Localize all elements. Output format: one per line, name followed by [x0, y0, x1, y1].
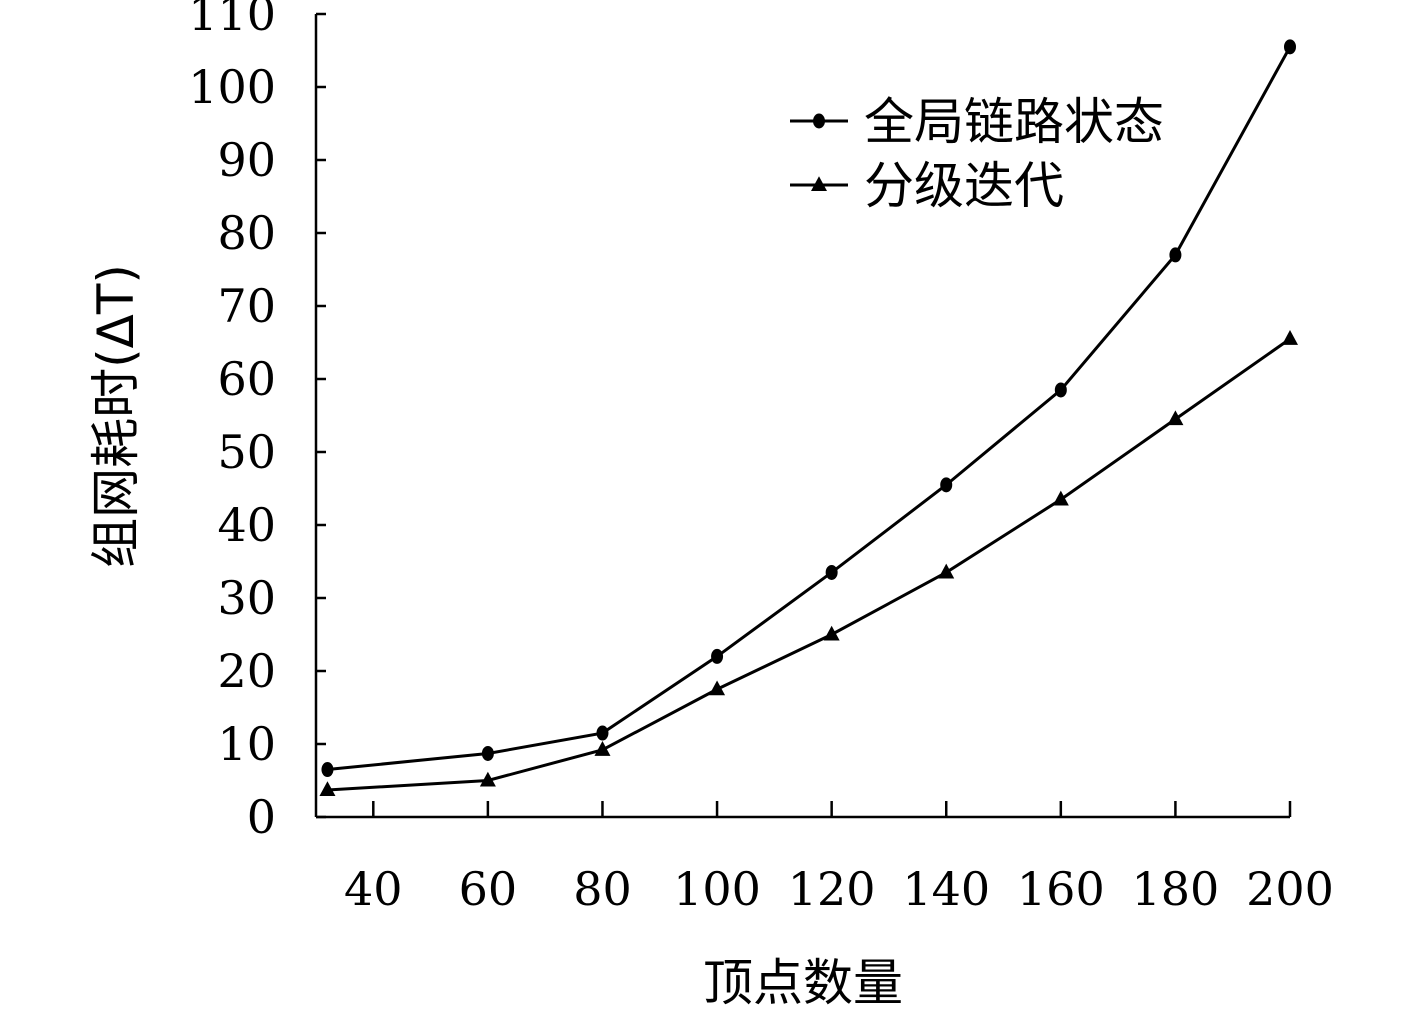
y-axis-ticks: 0 10 20 30 40 50 60 70 80 90 100 110: [188, 0, 326, 844]
y-axis-title: 组网耗时(ΔT): [87, 264, 145, 568]
series-line: [327, 46, 1292, 772]
data-point: [479, 771, 496, 787]
x-axis-ticks: 40 60 80 100 120 140 160 180 200: [344, 801, 1334, 916]
legend-marker: [813, 113, 825, 129]
data-point: [825, 564, 838, 580]
series-1: [321, 39, 1296, 778]
data-point: [1054, 382, 1067, 398]
legend-item: 全局链路状态: [790, 93, 1164, 151]
x-tick-label: 120: [788, 862, 876, 916]
y-tick-label: 50: [217, 425, 276, 479]
data-point: [321, 762, 334, 778]
data-point: [709, 680, 726, 696]
x-tick-label: 60: [459, 862, 518, 916]
data-point: [1052, 490, 1069, 506]
x-tick-label: 160: [1017, 862, 1105, 916]
y-tick-label: 110: [188, 0, 276, 41]
data-point: [938, 563, 955, 579]
data-point: [594, 741, 611, 756]
x-tick-label: 100: [673, 862, 761, 916]
x-tick-label: 180: [1132, 862, 1220, 916]
series-line: [327, 337, 1291, 792]
legend-label: 全局链路状态: [864, 93, 1164, 151]
x-axis-title: 顶点数量: [703, 954, 903, 1012]
x-tick-label: 40: [344, 862, 403, 916]
y-tick-label: 60: [217, 352, 276, 406]
series-layer: [319, 39, 1298, 796]
y-tick-label: 80: [217, 206, 276, 260]
y-tick-label: 30: [217, 571, 276, 625]
data-point: [319, 781, 336, 796]
y-tick-label: 70: [217, 279, 276, 333]
x-tick-label: 80: [573, 862, 632, 916]
x-tick-label: 140: [902, 862, 990, 916]
legend-label: 分级迭代: [864, 157, 1064, 215]
data-point: [1284, 39, 1296, 55]
y-tick-label: 100: [188, 60, 276, 114]
y-tick-label: 10: [217, 717, 276, 771]
legend-item: 分级迭代: [790, 157, 1064, 215]
y-tick-label: 20: [217, 644, 276, 698]
data-point: [940, 477, 953, 493]
y-tick-label: 0: [247, 790, 276, 844]
legend-marker: [811, 176, 827, 191]
axes: [314, 14, 1290, 819]
data-point: [711, 648, 724, 664]
data-point: [823, 625, 840, 641]
x-tick-label: 200: [1246, 862, 1334, 916]
y-tick-label: 90: [217, 133, 276, 187]
y-tick-label: 40: [217, 498, 276, 552]
data-point: [1169, 247, 1182, 263]
data-point: [596, 725, 609, 741]
data-point: [1167, 410, 1184, 426]
series-2: [319, 330, 1298, 796]
data-point: [1282, 330, 1298, 345]
data-point: [481, 745, 494, 761]
